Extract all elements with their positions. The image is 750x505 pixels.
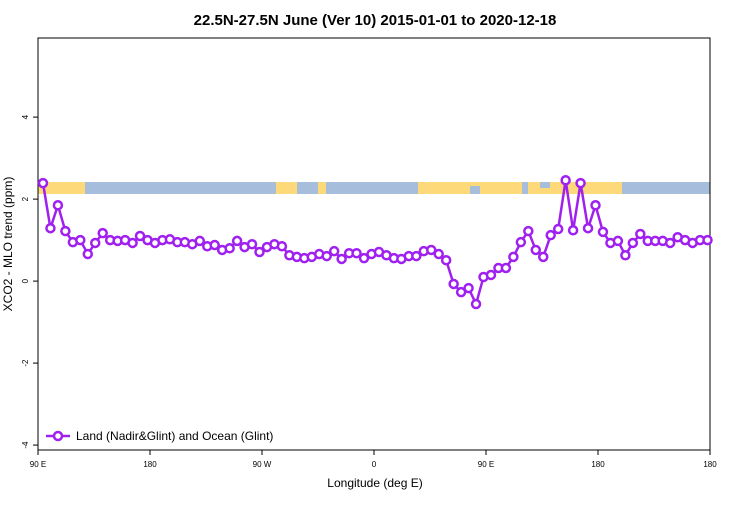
data-point	[664, 237, 676, 249]
data-point	[52, 200, 64, 211]
data-point	[470, 298, 482, 310]
y-tick-label: 4	[21, 114, 30, 119]
x-tick-label: 90 E	[478, 460, 494, 469]
data-point	[567, 225, 579, 236]
data-point	[620, 250, 631, 261]
x-tick-label: 180	[143, 460, 157, 469]
data-point	[82, 248, 94, 260]
data-point	[134, 230, 146, 242]
data-point	[455, 286, 467, 298]
data-point	[635, 228, 646, 240]
data-point	[97, 227, 108, 239]
data-point	[194, 235, 206, 247]
data-point	[575, 177, 586, 189]
data-point	[45, 222, 56, 234]
data-point	[127, 237, 138, 249]
x-tick-label: 90 E	[30, 460, 46, 469]
x-tick-label: 180	[591, 460, 605, 469]
chart-title: 22.5N-27.5N June (Ver 10) 2015-01-01 to …	[194, 12, 557, 29]
data-point	[508, 251, 519, 263]
y-tick-label: 2	[21, 196, 30, 201]
data-point	[328, 245, 340, 257]
data-point	[500, 262, 512, 274]
data-point	[582, 222, 594, 234]
data-point	[448, 278, 459, 290]
x-tick-label: 0	[372, 460, 377, 469]
data-point	[425, 244, 437, 256]
x-tick-label: 90 W	[253, 460, 272, 469]
data-point	[463, 282, 474, 294]
data-point	[254, 246, 265, 258]
data-point	[37, 177, 49, 189]
data-point	[433, 248, 444, 260]
data-point	[590, 200, 601, 211]
data-point	[75, 234, 86, 246]
data-point	[209, 239, 220, 251]
data-point	[485, 269, 497, 281]
data-point	[560, 175, 571, 186]
data-point	[224, 243, 235, 254]
data-point	[358, 252, 370, 264]
data-point	[411, 250, 422, 262]
data-point	[351, 247, 362, 259]
data-point	[60, 225, 71, 237]
data-point	[523, 225, 534, 237]
data-point	[552, 223, 564, 235]
x-axis-label: Longitude (deg E)	[327, 476, 422, 490]
legend-label: Land (Nadir&Glint) and Ocean (Glint)	[76, 429, 273, 443]
data-point	[545, 229, 556, 241]
y-tick-label: -2	[21, 359, 30, 367]
data-point	[612, 235, 624, 247]
y-tick-label: 0	[21, 278, 30, 283]
data-point	[440, 254, 452, 266]
data-point	[597, 226, 609, 238]
legend-marker	[52, 430, 64, 442]
data-point	[89, 237, 101, 249]
data-point	[702, 234, 713, 246]
x-tick-label: 180	[703, 460, 717, 469]
data-point	[336, 253, 347, 265]
data-point	[246, 238, 258, 250]
data-point	[530, 244, 542, 256]
y-axis-label: XCO2 - MLO trend (ppm)	[1, 177, 15, 312]
data-point	[276, 241, 288, 252]
data-point	[515, 236, 527, 248]
data-point	[627, 237, 639, 249]
data-point	[537, 251, 549, 263]
data-point	[231, 235, 243, 247]
land-ocean-strip	[38, 182, 710, 194]
y-tick-label: -4	[21, 441, 30, 449]
data-point	[321, 250, 332, 262]
